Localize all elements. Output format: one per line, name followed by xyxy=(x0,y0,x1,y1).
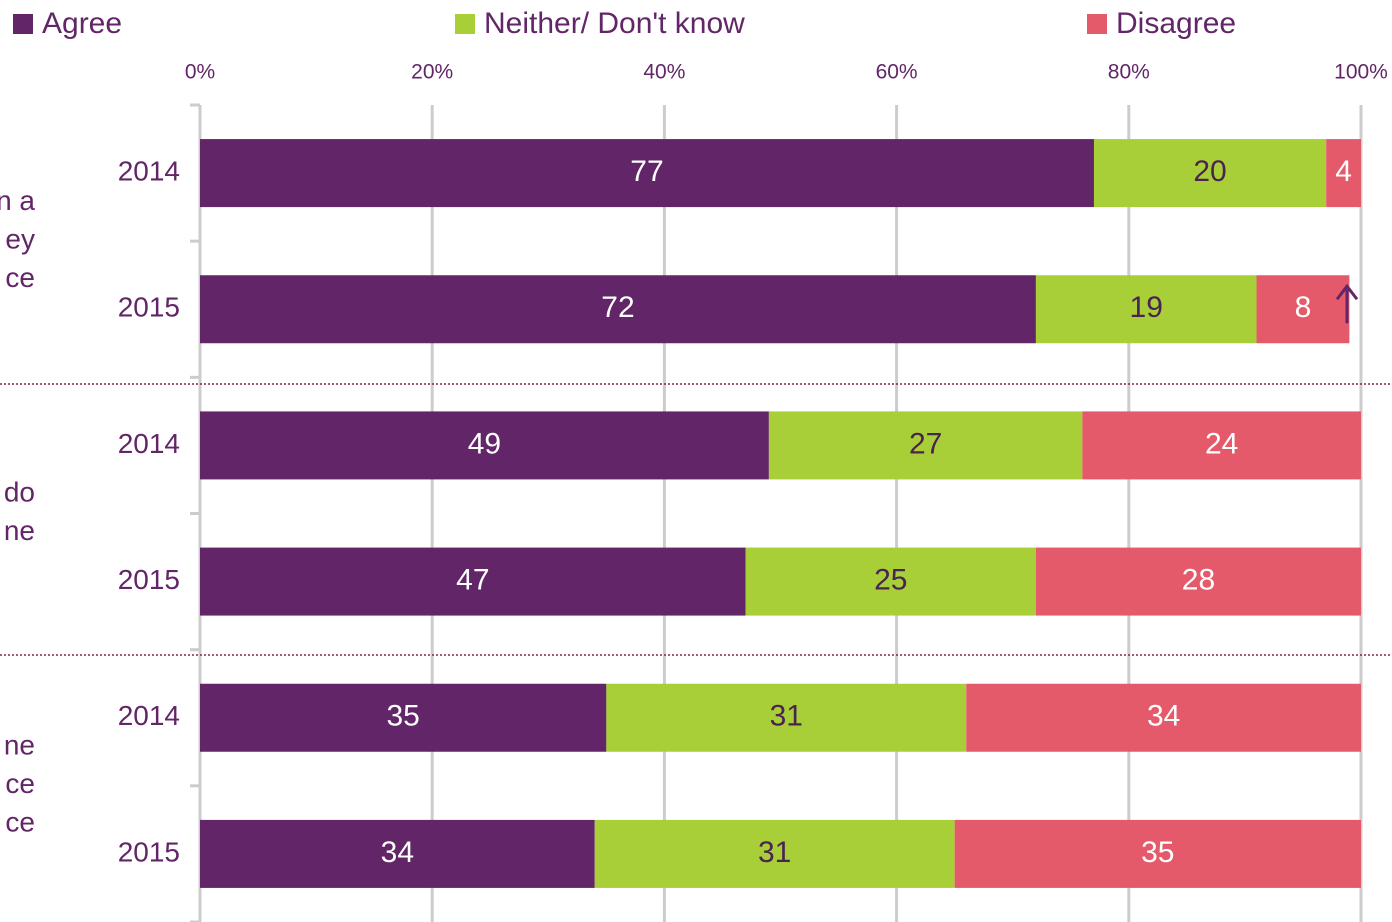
bar-value-label: 31 xyxy=(770,700,803,733)
category-label: 2014 xyxy=(118,428,180,459)
bar-segment xyxy=(768,411,1083,480)
x-tick-label: 0% xyxy=(185,61,215,84)
group-label: n a xyxy=(0,185,35,216)
group-label: ce xyxy=(5,768,35,799)
category-label: 2015 xyxy=(118,292,180,323)
bar-value-label: 24 xyxy=(1205,427,1238,460)
bar-value-label: 20 xyxy=(1193,155,1226,188)
group-label: ne xyxy=(4,730,35,761)
bar-value-label: 72 xyxy=(601,291,634,324)
group-label: do xyxy=(4,477,35,508)
legend-swatch xyxy=(13,14,33,34)
arrow-head xyxy=(1335,283,1359,301)
bar-value-label: 49 xyxy=(468,427,501,460)
bar-segment xyxy=(200,819,595,888)
legend-label: Neither/ Don't know xyxy=(484,7,745,40)
category-label: 2015 xyxy=(118,564,180,595)
bar-segment xyxy=(1082,411,1361,480)
bar-segment xyxy=(200,275,1036,344)
bar-value-label: 35 xyxy=(386,700,419,733)
category-label: 2014 xyxy=(118,700,180,731)
bar-segment xyxy=(1326,139,1361,208)
bar-value-label: 35 xyxy=(1141,836,1174,869)
bar-value-label: 47 xyxy=(456,564,489,597)
bar-segment xyxy=(966,683,1361,752)
bar-segment xyxy=(200,139,1094,208)
bar-segment xyxy=(1093,139,1327,208)
bar-value-label: 28 xyxy=(1182,564,1215,597)
bar-segment xyxy=(200,683,607,752)
group-label: ne xyxy=(4,515,35,546)
bar-segment xyxy=(954,819,1361,888)
group-label: ce xyxy=(5,807,35,838)
bar-value-label: 8 xyxy=(1295,291,1312,324)
bar-value-label: 25 xyxy=(874,564,907,597)
bar-value-label: 31 xyxy=(758,836,791,869)
legend-label: Agree xyxy=(42,7,122,40)
bar-value-label: 19 xyxy=(1130,291,1163,324)
bar-segment xyxy=(745,547,1036,616)
legend-label: Disagree xyxy=(1116,7,1236,40)
bar-segment xyxy=(200,547,746,616)
bar-segment xyxy=(1035,547,1361,616)
x-tick-label: 40% xyxy=(643,61,685,84)
legend-swatch xyxy=(455,14,475,34)
bar-value-label: 4 xyxy=(1335,155,1352,188)
bar-segment xyxy=(594,819,955,888)
bar-segment xyxy=(1256,275,1350,344)
bar-segment xyxy=(606,683,967,752)
x-tick-label: 80% xyxy=(1108,61,1150,84)
category-label: 2015 xyxy=(118,836,180,867)
group-label: ey xyxy=(5,224,35,255)
bar-value-label: 34 xyxy=(1147,700,1180,733)
bar-value-label: 77 xyxy=(630,155,663,188)
bar-value-label: 34 xyxy=(381,836,414,869)
category-label: 2014 xyxy=(118,155,180,186)
x-tick-label: 60% xyxy=(876,61,918,84)
x-tick-label: 20% xyxy=(411,61,453,84)
x-tick-label: 100% xyxy=(1334,61,1388,84)
bar-segment xyxy=(1035,275,1257,344)
bar-segment xyxy=(200,411,769,480)
legend-swatch xyxy=(1087,14,1107,34)
group-label: ce xyxy=(5,262,35,293)
bar-value-label: 27 xyxy=(909,427,942,460)
